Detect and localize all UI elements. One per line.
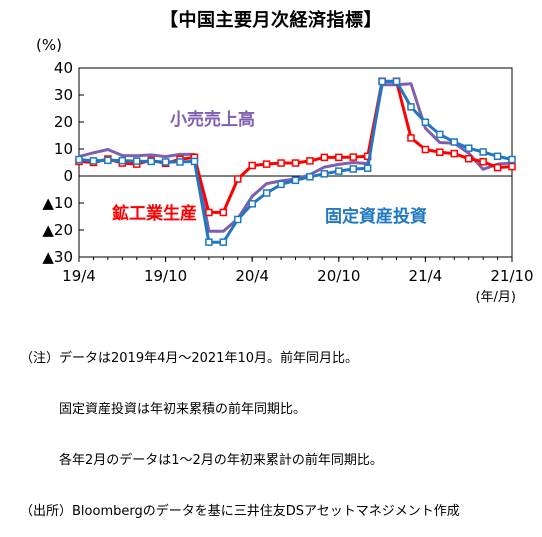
x-tick-label: 21/4 (409, 267, 443, 285)
series-point (161, 158, 170, 166)
y-unit-label: (%) (36, 36, 62, 54)
y-tick-label: ▲10 (42, 194, 73, 212)
axis-layer: 40 30 20 10 0 ▲10 ▲20 ▲30 (%) 19/4 19/10 20/4 20/10 2… (36, 36, 534, 305)
y-tick-label: ▲20 (42, 221, 73, 239)
x-tick-label: 21/10 (490, 267, 533, 285)
series-point (421, 145, 430, 154)
series-line (78, 79, 513, 214)
series-point (262, 189, 271, 197)
y-tick-label: 40 (54, 59, 73, 77)
series-point (464, 154, 473, 163)
series-point (436, 148, 444, 156)
series-point (118, 156, 127, 165)
series-label: 鉱工業生産 (112, 203, 197, 224)
note-line: 各年2月のデータは1～2月の年初来累計の前年同期比。 (20, 453, 383, 468)
series-point (392, 77, 401, 86)
series-point (464, 144, 473, 152)
chart-title: 【中国主要月次経済指標】 (160, 10, 382, 31)
x-tick-label: 20/4 (235, 267, 269, 285)
notes: （注）データは2019年4月～2021年10月。前年同月比。 固定資産投資は年初… (20, 316, 460, 537)
x-tick-label: 20/10 (317, 267, 360, 285)
series-point (234, 215, 242, 224)
series-point (479, 157, 487, 166)
series-point (176, 158, 184, 166)
series-label: 小売売上高 (170, 109, 255, 130)
series-point (450, 138, 459, 146)
x-tick-label: 19/10 (144, 267, 187, 285)
series-point (104, 156, 112, 165)
series-point (436, 130, 444, 139)
series-point (493, 152, 502, 161)
series-point (219, 208, 228, 217)
series-point (508, 162, 516, 171)
series-point (132, 157, 141, 165)
series-point (349, 165, 357, 173)
series-point (407, 103, 415, 111)
x-unit-label: (年/月) (475, 290, 516, 305)
series-point (89, 157, 98, 165)
series-point (320, 153, 329, 162)
series-point (306, 173, 314, 181)
y-tick-label: ▲30 (42, 248, 73, 266)
series-group (75, 77, 516, 217)
series-point (363, 164, 372, 172)
series-point (493, 163, 502, 172)
series-point (277, 159, 285, 167)
series-label: 固定資産投資 (325, 206, 427, 227)
series-point (205, 238, 213, 246)
series-point (277, 180, 285, 189)
series-point (248, 161, 256, 170)
series-point (306, 157, 314, 165)
series-layer (75, 77, 516, 246)
series-point (320, 170, 329, 178)
series-point (450, 149, 459, 158)
note-line: （注）データは2019年4月～2021年10月。前年同月比。 (20, 351, 358, 366)
y-tick-label: 10 (54, 140, 73, 158)
series-point (248, 200, 256, 208)
series-point (291, 176, 300, 185)
series-point (335, 153, 343, 162)
series-point (205, 208, 213, 217)
series-group (75, 77, 516, 246)
y-tick-label: 0 (63, 167, 73, 185)
series-point (75, 155, 83, 164)
series-point (349, 153, 357, 161)
series-point (262, 160, 271, 168)
series-point (378, 77, 386, 86)
note-line: （出所）Bloombergのデータを基に三井住友DSアセットマネジメント作成 (20, 504, 460, 519)
series-point (219, 238, 228, 246)
series-point (335, 167, 343, 175)
line-chart: 40 30 20 10 0 ▲10 ▲20 ▲30 (%) 19/4 19/10 20/4 20/10 2… (36, 36, 534, 305)
series-point (407, 134, 415, 142)
series-point (421, 118, 430, 127)
series-point (479, 148, 487, 156)
series-point (508, 155, 516, 164)
series-point (291, 159, 300, 167)
y-tick-label: 20 (54, 113, 73, 131)
y-tick-label: 30 (54, 86, 73, 104)
x-tick-label: 19/4 (62, 267, 96, 285)
series-point (234, 175, 242, 183)
series-point (147, 157, 155, 166)
series-point (190, 157, 199, 166)
